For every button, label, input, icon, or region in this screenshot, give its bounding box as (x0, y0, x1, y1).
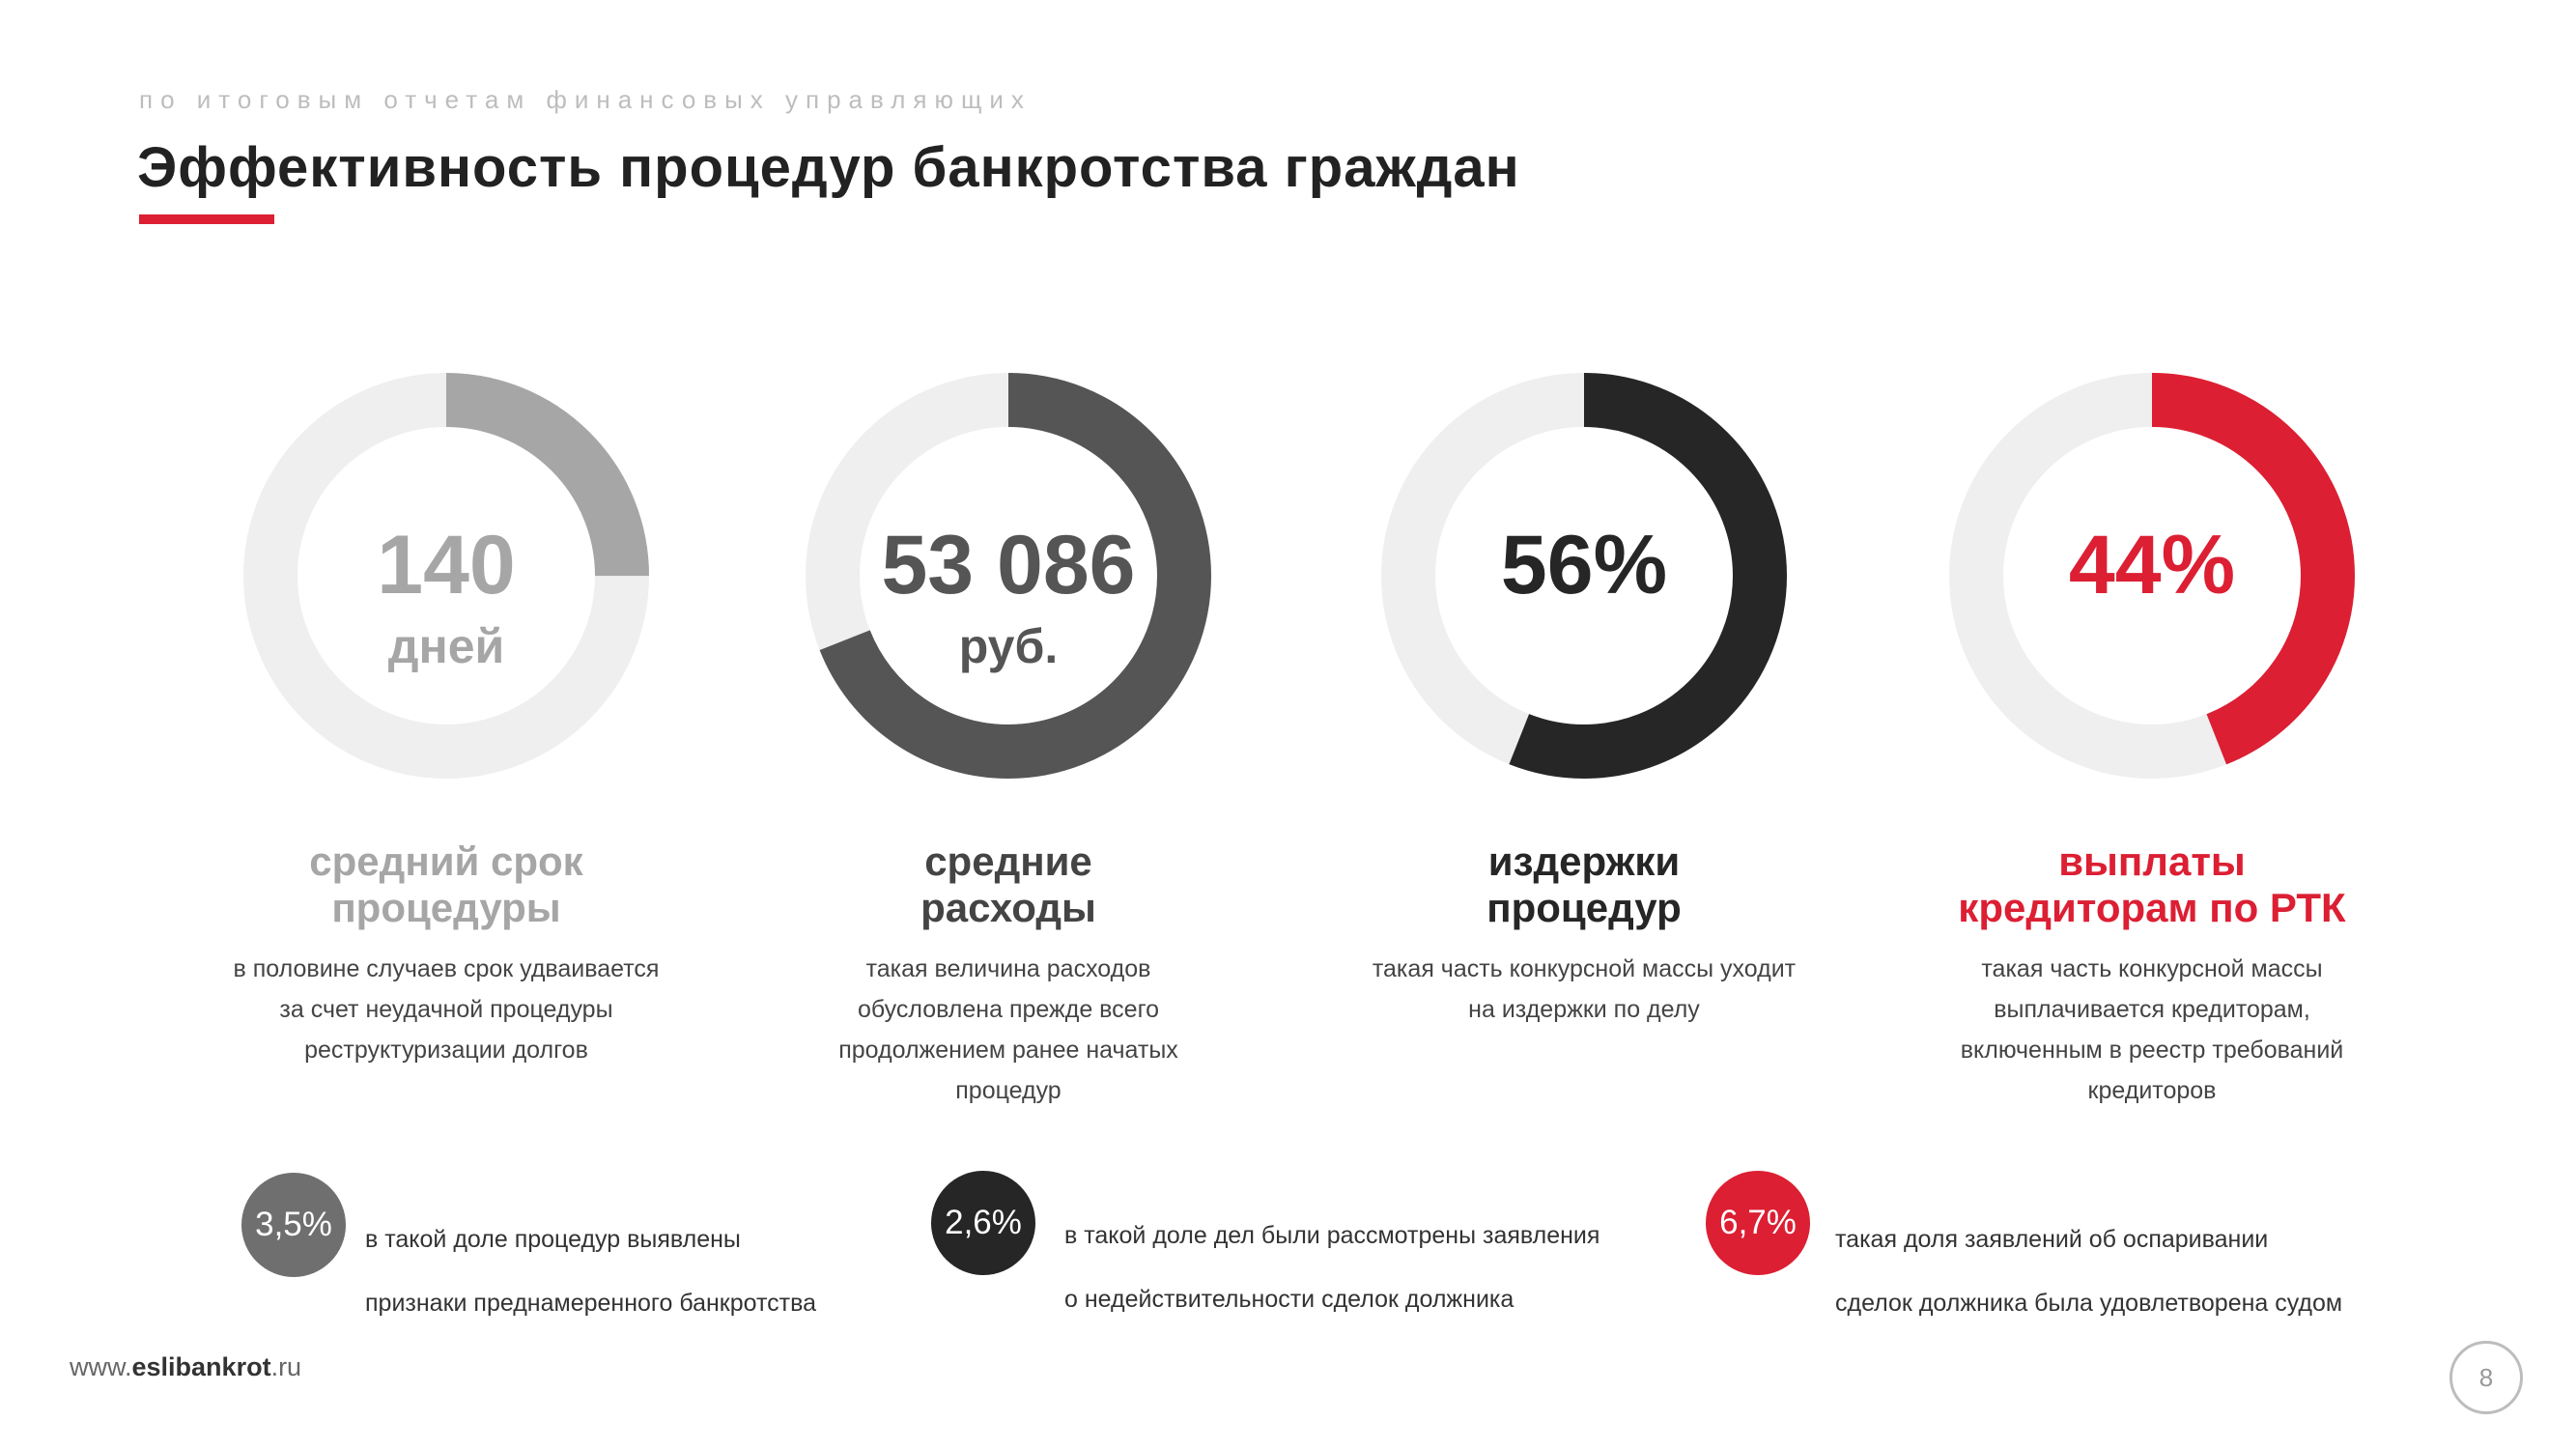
donut-arc (806, 373, 1211, 779)
stat-label-line: кредиторам по РТК (1958, 885, 2346, 930)
badge-text-line: признаки преднамеренного банкротства (365, 1290, 817, 1317)
badge-text-deliberate-bankruptcy: в такой доле процедур выявлены признаки … (365, 1192, 816, 1351)
badge-text-line: в такой доле дел были рассмотрены заявле… (1064, 1222, 1600, 1249)
stat-label-line: расходы (920, 885, 1096, 930)
badge-text-line: такая доля заявлений об оспаривании (1835, 1226, 2269, 1253)
badge-invalidity-claims: 2,6% (931, 1171, 1035, 1275)
stat-desc-line: выплачивается кредиторам, (1994, 996, 2310, 1023)
stat-desc-line: обусловлена прежде всего (857, 996, 1160, 1023)
donut-value: 44% (2068, 519, 2236, 611)
stat-desc-line: такая часть конкурсной массы уходит (1372, 955, 1797, 982)
stat-desc-creditor-payouts: такая часть конкурсной массы выплачивает… (1901, 949, 2403, 1111)
stat-label-avg-expenses: средние расходы (757, 838, 1260, 931)
donut-arc (1381, 373, 1787, 779)
page-number: 8 (2449, 1341, 2523, 1414)
donut-arc (243, 373, 649, 779)
stat-label-line: процедур (1486, 885, 1682, 930)
badge-text-challenge-satisfied: такая доля заявлений об оспаривании сдел… (1835, 1192, 2342, 1351)
subtitle: по итоговым отчетам финансовых управляющ… (139, 85, 1032, 114)
stat-desc-line: такая часть конкурсной массы (1981, 955, 2323, 982)
donut-svg (806, 373, 1211, 779)
site-suffix: .ru (270, 1352, 302, 1381)
donut-value: 56% (1500, 519, 1668, 611)
site-name: eslibankrot (131, 1352, 271, 1381)
stat-desc-line: такая величина расходов (865, 955, 1151, 982)
donut-arc (1949, 373, 2355, 779)
stat-desc-line: в половине случаев срок удваивается (233, 955, 660, 982)
stat-label-line: издержки (1487, 838, 1681, 884)
donut-chart-avg-duration: 140 дней (243, 373, 649, 779)
donut-svg (243, 373, 649, 779)
donut-chart-avg-expenses: 53 086 руб. (806, 373, 1211, 779)
stat-desc-line: за счет неудачной процедуры (279, 996, 613, 1023)
donut-unit: дней (387, 619, 505, 673)
stat-desc-avg-duration: в половине случаев срок удваивается за с… (195, 949, 697, 1070)
badge-challenge-satisfied: 6,7% (1706, 1171, 1810, 1275)
donut-value: 53 086 (881, 519, 1136, 611)
stat-label-line: средние (924, 838, 1092, 884)
stat-desc-line: продолжением ранее начатых (838, 1037, 1178, 1064)
stat-desc-line: процедур (955, 1077, 1062, 1104)
badge-deliberate-bankruptcy: 3,5% (241, 1173, 346, 1277)
donut-svg (1381, 373, 1787, 779)
badge-text-line: о недействительности сделок должника (1064, 1286, 1514, 1313)
donut-chart-costs: 56% (1381, 373, 1787, 779)
donut-unit: руб. (958, 619, 1059, 673)
donut-value: 140 (377, 519, 516, 611)
stat-desc-costs: такая часть конкурсной массы уходит на и… (1333, 949, 1835, 1030)
site-prefix: www. (70, 1352, 132, 1381)
stat-desc-avg-expenses: такая величина расходов обусловлена преж… (757, 949, 1260, 1111)
stat-desc-line: включенным в реестр требований (1960, 1037, 2344, 1064)
stat-desc-line: кредиторов (2087, 1077, 2217, 1104)
badge-text-line: в такой доле процедур выявлены (365, 1226, 741, 1253)
stat-label-creditor-payouts: выплаты кредиторам по РТК (1901, 838, 2403, 931)
page-title: Эффективность процедур банкротства гражд… (137, 136, 1520, 199)
donut-chart-creditor-payouts: 44% (1949, 373, 2355, 779)
stat-label-costs: издержки процедур (1333, 838, 1835, 931)
stat-label-line: средний срок (309, 838, 583, 884)
donut-svg (1949, 373, 2355, 779)
stat-label-line: процедуры (331, 885, 561, 930)
website-link[interactable]: www.eslibankrot.ru (70, 1352, 301, 1382)
stat-desc-line: на издержки по делу (1468, 996, 1700, 1023)
stat-label-avg-duration: средний срок процедуры (195, 838, 697, 931)
badge-text-line: сделок должника была удовлетворена судом (1835, 1290, 2343, 1317)
badge-text-invalidity-claims: в такой доле дел были рассмотрены заявле… (1064, 1188, 1599, 1348)
title-accent-bar (139, 214, 274, 224)
stat-desc-line: реструктуризации долгов (304, 1037, 588, 1064)
stat-label-line: выплаты (2058, 838, 2246, 884)
